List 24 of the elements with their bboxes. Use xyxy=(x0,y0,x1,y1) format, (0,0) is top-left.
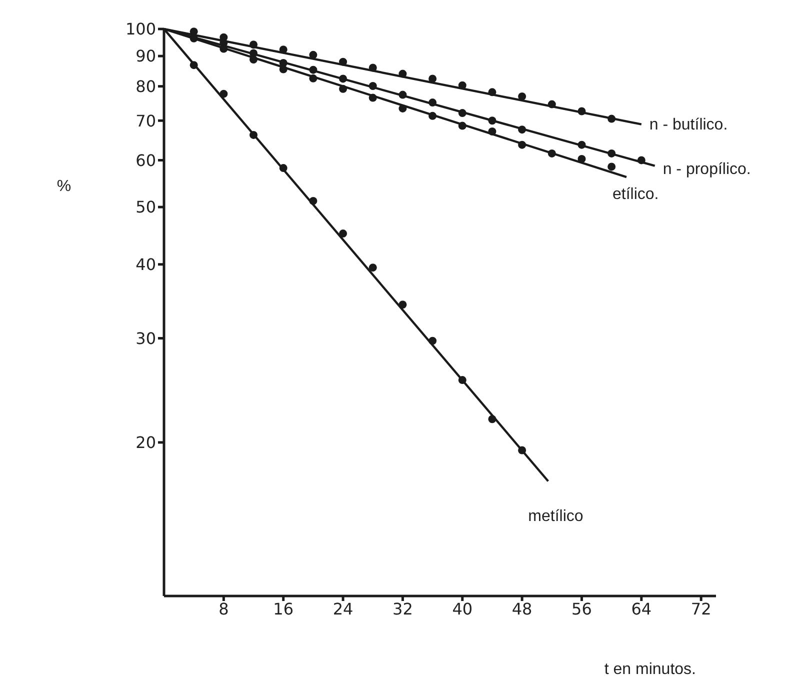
y-tick-label: 100 xyxy=(125,20,156,39)
y-tick-label: 20 xyxy=(136,433,156,452)
x-tick-label: 40 xyxy=(452,599,473,618)
y-axis-title: % xyxy=(56,178,72,195)
y-tick-label: 90 xyxy=(136,46,156,66)
y-tick-label: 50 xyxy=(136,198,156,217)
x-tick-label: 32 xyxy=(392,599,413,618)
x-tick-label: 72 xyxy=(690,599,712,618)
y-tick-label: 70 xyxy=(136,111,156,130)
y-tick-label: 30 xyxy=(136,328,156,348)
text: metílico xyxy=(528,508,584,526)
y-tick-label: 40 xyxy=(136,255,156,274)
x-tick-label: 8 xyxy=(218,599,229,618)
series-label: n - propílico. xyxy=(662,160,751,178)
x-tick-label: 64 xyxy=(631,599,652,618)
x-tick-label: 16 xyxy=(273,599,294,618)
y-tick-label: 80 xyxy=(136,77,156,96)
y-tick-label: 60 xyxy=(136,150,156,170)
series-label: n - butílico. xyxy=(649,116,728,134)
x-tick-label: 48 xyxy=(512,599,532,618)
series-label: etílico. xyxy=(612,186,659,204)
x-tick-label: 56 xyxy=(572,599,592,618)
x-axis-title: t en minutos. xyxy=(604,661,696,678)
x-tick-label: 24 xyxy=(332,599,354,618)
